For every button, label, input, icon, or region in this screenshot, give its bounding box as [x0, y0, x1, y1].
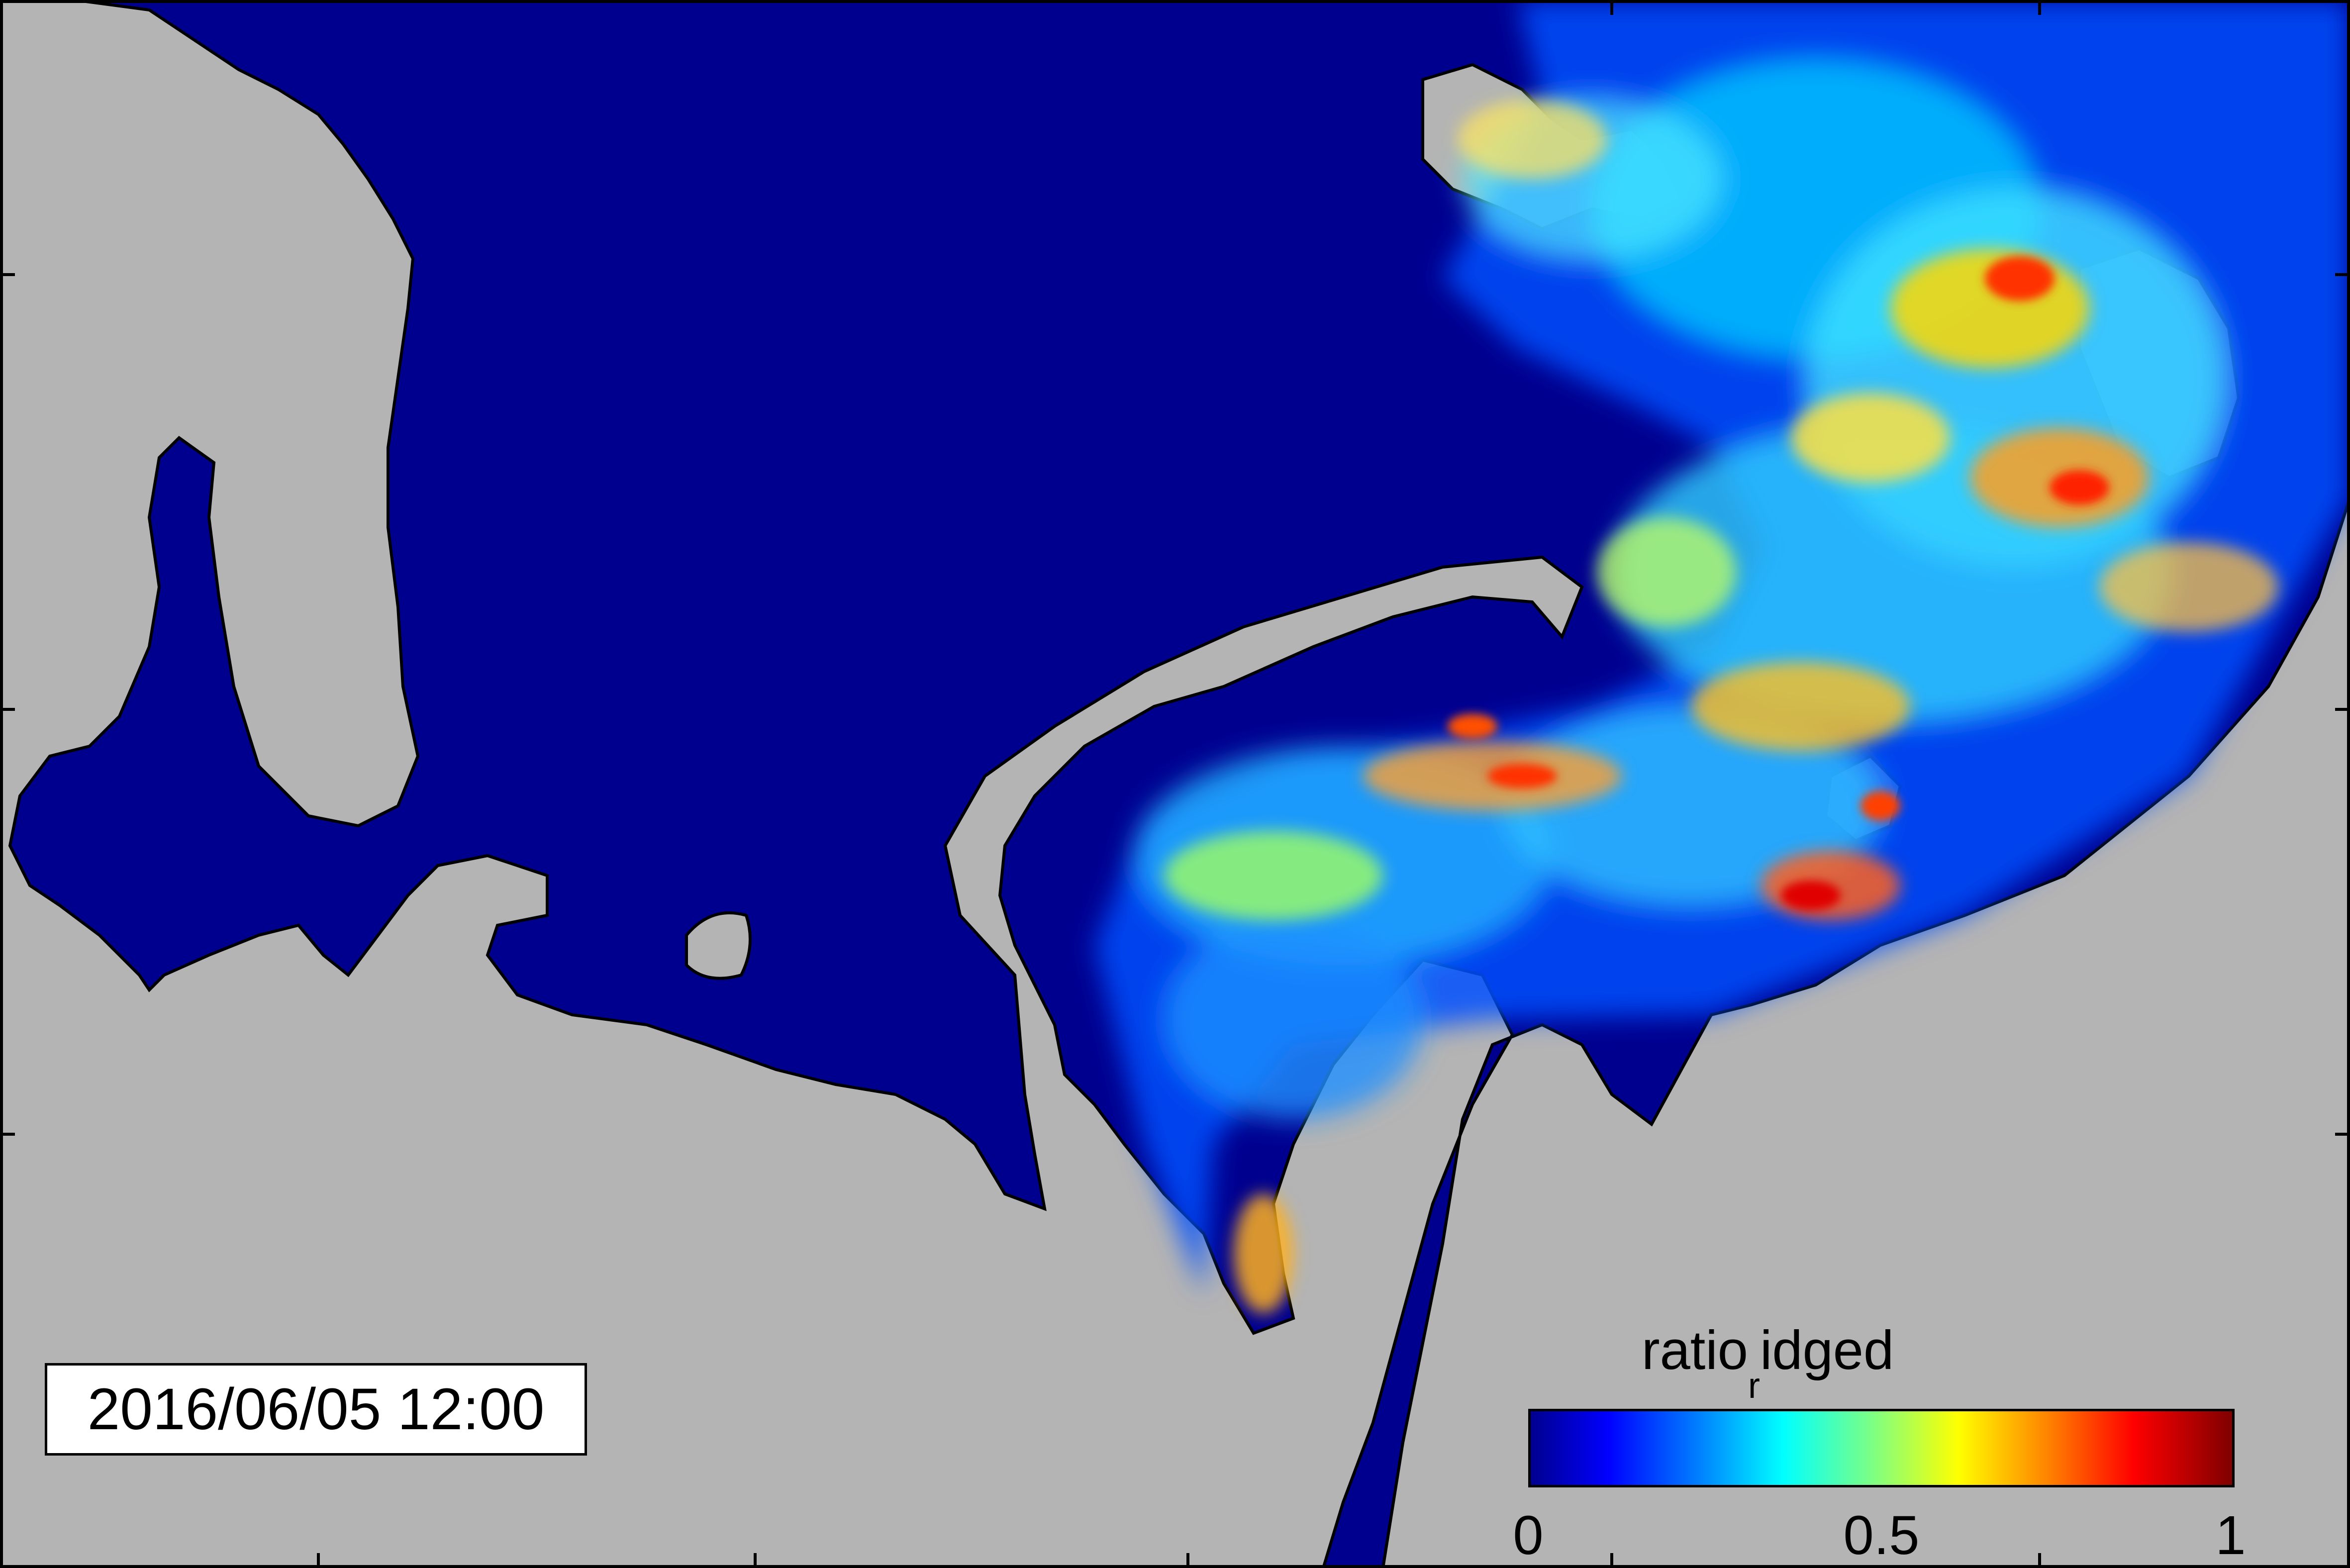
ridged-ice-peaks: [1448, 256, 2109, 910]
colorbar-title: ratioridged: [1642, 1320, 1894, 1404]
colorbar-gradient: [1528, 1409, 2235, 1487]
colorbar-tick-1: 0.5: [1843, 1505, 1920, 1566]
timestamp-label: 2016/06/05 12:00: [87, 1376, 545, 1442]
colorbar-title-main: ratio: [1642, 1320, 1748, 1381]
colorbar-title-rest: idged: [1760, 1320, 1894, 1381]
colorbar-title-sub: r: [1748, 1366, 1760, 1406]
colorbar-tick-2: 1: [2215, 1505, 2246, 1566]
timestamp-box: 2016/06/05 12:00: [45, 1363, 587, 1456]
colorbar-tick-0: 0: [1513, 1505, 1544, 1566]
island-oval: [685, 911, 752, 980]
